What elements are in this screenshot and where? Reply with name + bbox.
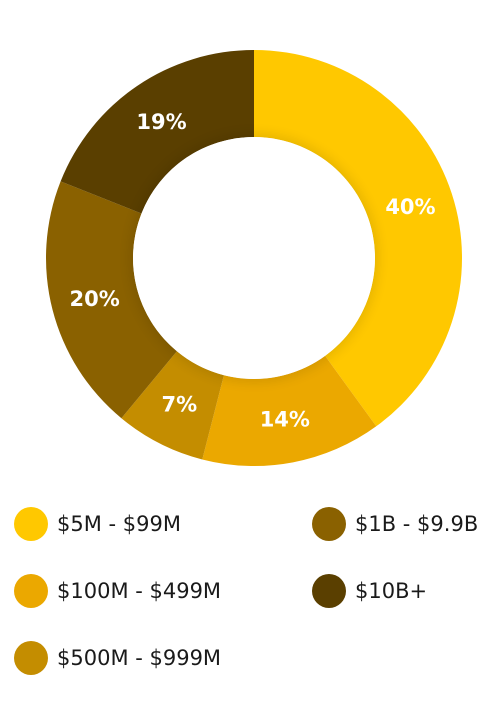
donut-slice [46, 181, 177, 419]
legend-swatch [14, 574, 48, 608]
legend-label: $10B+ [355, 579, 428, 603]
legend-swatch [14, 507, 48, 541]
legend-label: $1B - $9.9B [355, 512, 479, 536]
donut-slice [60, 49, 254, 214]
slice-value-label: 40% [385, 195, 435, 219]
donut-slices [46, 49, 463, 466]
legend-swatch [312, 507, 346, 541]
legend-label: $100M - $499M [57, 579, 222, 603]
legend-swatch [14, 641, 48, 675]
slice-value-label: 19% [136, 110, 186, 134]
legend-item: $10B+ [312, 571, 427, 611]
legend-item: $5M - $99M [14, 504, 181, 544]
donut-chart: 40% 14% 7% 20% 19% [46, 49, 463, 466]
donut-hole [133, 137, 375, 379]
legend-item: $100M - $499M [14, 571, 221, 611]
donut-slice [121, 351, 224, 460]
legend-swatch [312, 574, 346, 608]
slice-value-label: 14% [260, 408, 310, 432]
legend-item: $1B - $9.9B [312, 504, 478, 544]
legend-label: $5M - $99M [57, 512, 181, 536]
slice-value-label: 20% [70, 287, 120, 311]
slice-labels: 40% 14% 7% 20% 19% [70, 110, 436, 432]
legend-label: $500M - $999M [57, 646, 222, 670]
donut-slice [202, 355, 377, 466]
donut-slice [254, 50, 463, 427]
legend-item: $500M - $999M [14, 638, 221, 678]
slice-value-label: 7% [161, 393, 197, 417]
